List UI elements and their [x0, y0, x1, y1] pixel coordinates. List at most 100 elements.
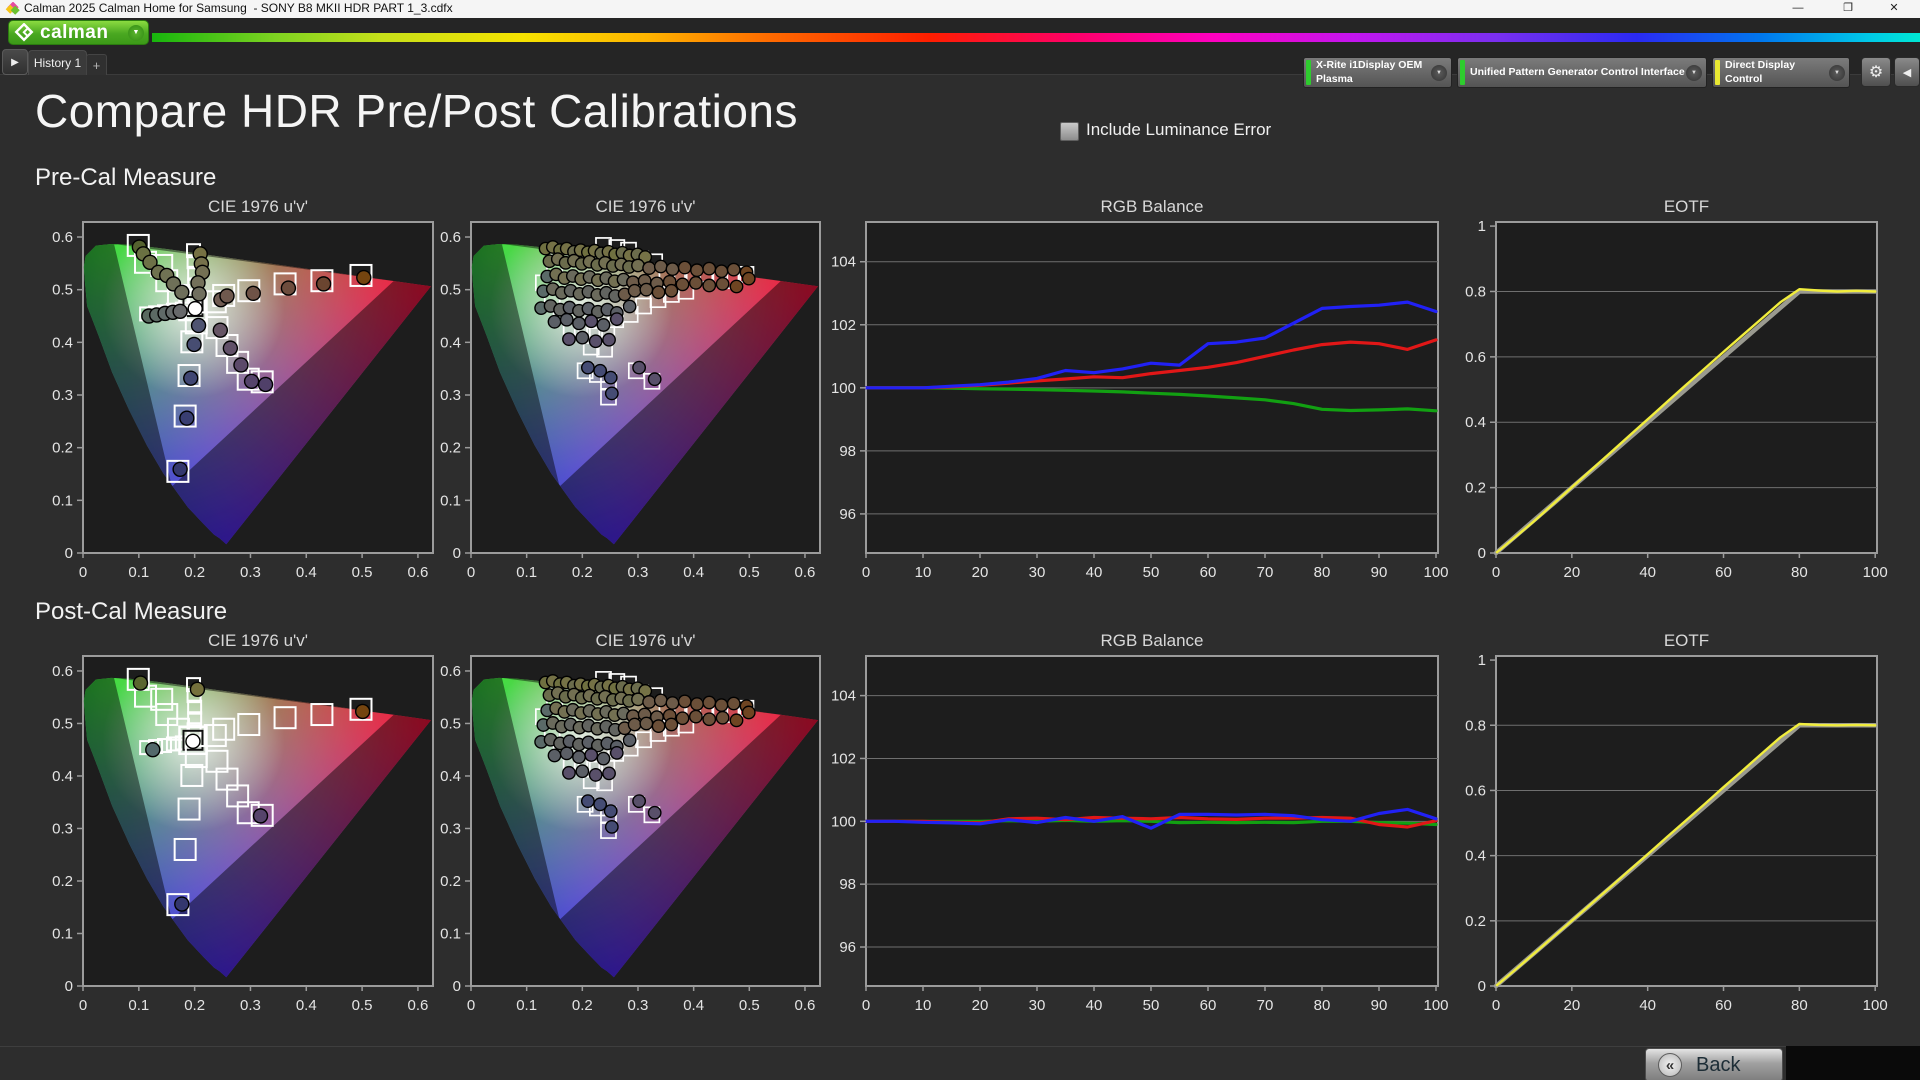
settings-button[interactable]: ⚙	[1861, 57, 1891, 87]
minimize-button[interactable]: —	[1792, 2, 1804, 14]
axis-label: 0.6	[1465, 782, 1486, 799]
axis-label: 0.5	[52, 282, 73, 299]
axis-label: 0	[1492, 997, 1500, 1014]
axis-label: 20	[1563, 997, 1580, 1014]
meter-dropdown-label: X-Rite i1Display OEM Plasma	[1316, 59, 1423, 85]
axis-label: 0.1	[128, 997, 149, 1014]
measured-point	[714, 264, 729, 279]
measured-point	[142, 254, 158, 270]
target-square-inner	[182, 729, 204, 751]
app-icon	[5, 2, 20, 15]
measured-point	[622, 299, 637, 314]
axis-label: 40	[1639, 997, 1656, 1014]
tab-add-button[interactable]: +	[86, 54, 107, 75]
axis-label: 0.3	[628, 997, 649, 1014]
axis-label: 0	[467, 997, 475, 1014]
measured-point	[572, 316, 586, 331]
axis-label: 98	[839, 876, 856, 893]
page-title: Compare HDR Pre/Post Calibrations	[35, 85, 798, 137]
measured-point	[688, 275, 703, 290]
measured-point	[222, 340, 239, 356]
bottom-corner-panel	[1786, 1046, 1920, 1080]
meter-dropdown[interactable]: X-Rite i1Display OEM Plasma ▼	[1303, 57, 1452, 88]
measured-point	[632, 360, 646, 375]
axis-label: 10	[915, 997, 932, 1014]
measured-point	[172, 303, 188, 319]
measured-point	[174, 896, 190, 912]
calman-logo-button[interactable]: calman ▼	[8, 20, 149, 45]
target-square	[180, 763, 204, 787]
measured-point	[631, 692, 645, 707]
measured-point	[631, 258, 645, 273]
target-square	[187, 711, 203, 727]
measured-point	[690, 263, 704, 278]
axis-label: 0.5	[352, 564, 373, 581]
axis-label: 0	[862, 564, 870, 581]
axis-label: 60	[1715, 564, 1732, 581]
measured-point	[647, 372, 662, 387]
tab-scroll-button[interactable]: ▶	[2, 49, 28, 75]
pattern-generator-dropdown[interactable]: Unified Pattern Generator Control Interf…	[1457, 57, 1707, 88]
measured-point	[702, 712, 717, 727]
axis-label: 50	[1143, 997, 1160, 1014]
target-square	[310, 703, 334, 727]
axis-label: 0.1	[52, 492, 73, 509]
axis-label: 0.3	[240, 564, 261, 581]
axis-label: 0.1	[440, 492, 461, 509]
axis-label: 40	[1086, 997, 1103, 1014]
target-square	[349, 263, 373, 287]
axis-label: 0.2	[52, 440, 73, 457]
measured-point	[622, 733, 637, 748]
back-button[interactable]: « Back	[1645, 1048, 1783, 1080]
axis-label: 80	[1791, 997, 1808, 1014]
series-green	[864, 386, 1438, 413]
axis-label: 0.6	[407, 997, 428, 1014]
axis-label: 0	[1478, 978, 1486, 995]
measured-point	[609, 745, 624, 760]
section-post-heading: Post-Cal Measure	[35, 598, 228, 625]
measured-point	[315, 276, 332, 292]
axis-label: 1	[1478, 652, 1486, 669]
series-measured	[1494, 722, 1877, 988]
axis-label: 70	[1257, 997, 1274, 1014]
window-titlebar: Calman 2025 Calman Home for Samsung - SO…	[0, 0, 1920, 18]
axis-label: 0	[79, 564, 87, 581]
measured-point	[714, 698, 729, 712]
target-square	[237, 713, 261, 737]
chart-title: CIE 1976 u'v'	[208, 197, 308, 216]
axis-label: 40	[1639, 564, 1656, 581]
axis-label: 70	[1257, 564, 1274, 581]
axis-label: 0.4	[440, 768, 461, 785]
maximize-button[interactable]: ❐	[1843, 2, 1853, 14]
axis-label: 100	[831, 813, 856, 830]
measured-point	[603, 804, 618, 819]
display-control-dropdown[interactable]: Direct Display Control ▼	[1712, 57, 1850, 88]
measured-point	[604, 386, 619, 401]
chart-title: RGB Balance	[1101, 631, 1204, 650]
chart-title: EOTF	[1664, 631, 1709, 650]
axis-label: 0.4	[296, 997, 317, 1014]
measured-point	[145, 742, 161, 758]
target-square	[155, 703, 179, 727]
measured-point	[665, 696, 680, 710]
collapse-panel-button[interactable]: ◀	[1894, 57, 1920, 87]
axis-label: 60	[1200, 997, 1217, 1014]
measured-point	[677, 694, 692, 709]
measured-point	[639, 282, 654, 297]
axis-label: 96	[839, 939, 856, 956]
tab-history[interactable]: History 1	[28, 50, 87, 75]
axis-label: 0.2	[1465, 480, 1486, 497]
axis-label: 0.4	[296, 564, 317, 581]
include-luminance-checkbox[interactable]	[1060, 122, 1079, 141]
axis-label: 0.2	[440, 440, 461, 457]
chart-post-eotf: EOTF 0 20 40 60 80 100 1 0.8 0.6 0.4 0.2 0	[1465, 631, 1888, 1014]
target-square	[250, 803, 274, 827]
close-button[interactable]: ✕	[1889, 2, 1899, 14]
axis-label: 30	[1029, 564, 1046, 581]
target-square	[178, 725, 208, 756]
logo-dropdown-arrow-icon[interactable]: ▼	[128, 24, 144, 41]
axis-label: 20	[972, 564, 989, 581]
measured-point	[726, 262, 741, 277]
axis-label: 0.4	[52, 334, 73, 351]
rainbow-gradient-strip	[152, 33, 1920, 42]
